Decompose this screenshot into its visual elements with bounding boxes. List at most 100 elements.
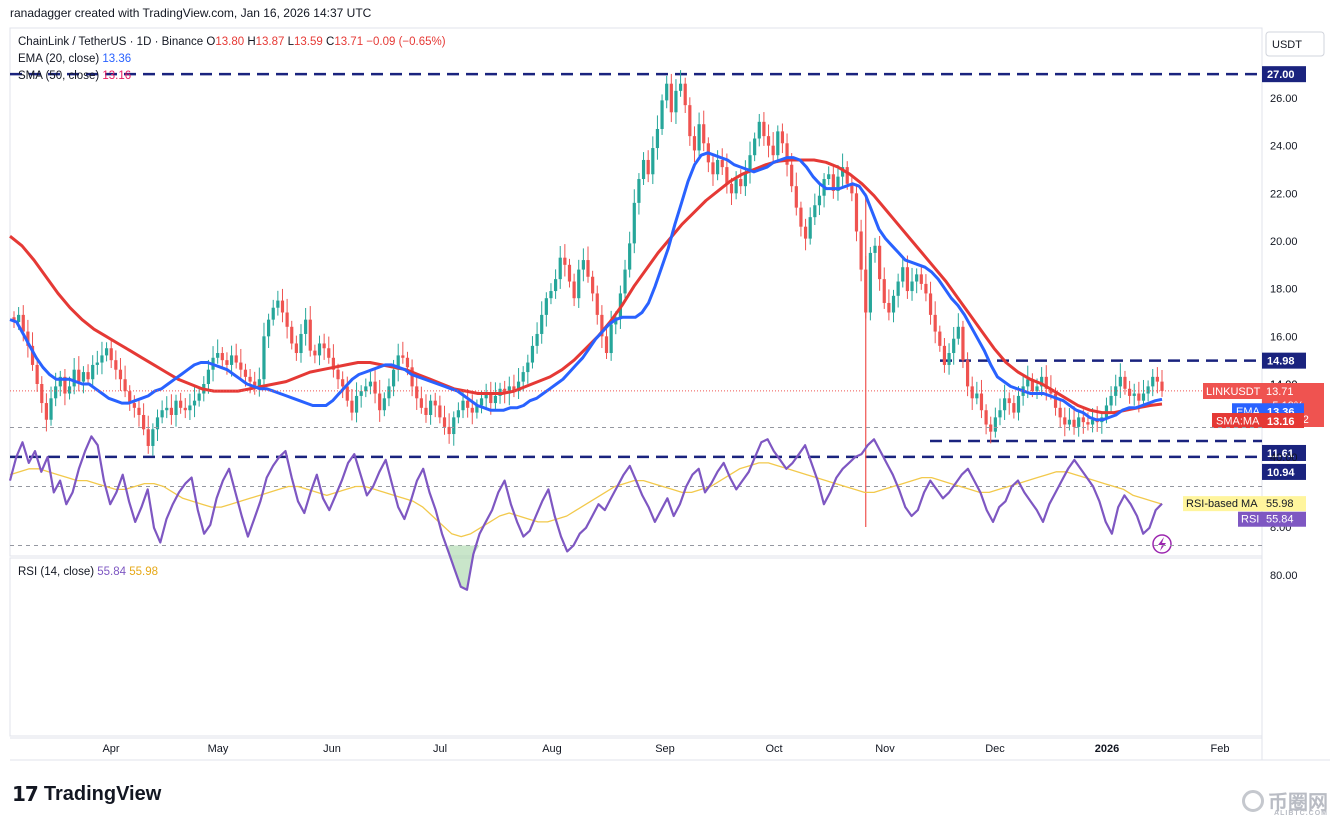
- candle-body: [924, 283, 928, 294]
- candle-body: [729, 183, 734, 194]
- symbol-label[interactable]: ChainLink / TetherUS · 1D · Binance: [18, 36, 204, 48]
- candle-body: [40, 384, 44, 404]
- candle-body: [26, 331, 30, 346]
- candle-body: [780, 131, 785, 144]
- candle-body: [790, 164, 794, 187]
- candle-body: [364, 386, 368, 392]
- candle-body: [1132, 393, 1136, 396]
- rsi-pane: [9, 557, 1263, 737]
- candle-body: [95, 362, 99, 365]
- candle-body: [641, 159, 646, 180]
- candle-body: [155, 417, 160, 430]
- tradingview-logo[interactable]: 17 TradingView: [12, 782, 161, 806]
- level-1094-tag-text: 10.94: [1267, 467, 1295, 479]
- candle-body: [1044, 376, 1048, 389]
- candle-body: [1086, 422, 1090, 425]
- candle-body: [368, 381, 373, 387]
- candle-body: [646, 159, 650, 175]
- candle-body: [979, 393, 984, 411]
- rsi-name: RSI: [1241, 514, 1259, 526]
- rsi-ma-name-box: [1183, 496, 1262, 512]
- candle-body: [947, 353, 951, 365]
- candle-body: [280, 300, 285, 313]
- candle-body: [382, 398, 386, 411]
- ema-legend-label[interactable]: EMA (20, close): [18, 53, 100, 65]
- candle-body: [239, 362, 243, 370]
- candle-body: [503, 388, 507, 394]
- candle-body: [114, 360, 118, 370]
- candle-body: [1123, 376, 1127, 389]
- watermark-text: 币圈网: [1268, 792, 1328, 814]
- ohlc-open: 13.80: [215, 36, 245, 48]
- rsi-line: [8, 435, 1163, 591]
- candle-body: [868, 252, 872, 313]
- price-tick-label: 22.00: [1270, 188, 1298, 200]
- flash-icon-bolt: [1158, 537, 1166, 551]
- candle-body: [873, 245, 877, 253]
- level-1498-tag-text: 14.98: [1267, 356, 1295, 368]
- candle-body: [206, 369, 211, 384]
- candle-body: [1003, 398, 1007, 411]
- candle-body: [21, 314, 25, 332]
- candle-body: [424, 407, 428, 415]
- candle-body: [799, 207, 803, 227]
- candle-body: [535, 333, 539, 346]
- candle-body: [1072, 419, 1076, 427]
- rsi-legend-label[interactable]: RSI (14, close): [18, 566, 95, 578]
- candle-body: [128, 391, 132, 404]
- candle-body: [470, 407, 474, 413]
- candle-body: [1090, 419, 1095, 425]
- candle-body: [808, 217, 812, 239]
- candle-body: [197, 393, 201, 401]
- candle-body: [401, 355, 405, 358]
- candle-body: [160, 410, 164, 418]
- candle-body: [771, 145, 775, 156]
- candle-body: [905, 267, 910, 292]
- candle-body: [604, 336, 609, 354]
- candle-body: [266, 319, 271, 337]
- sma-tag-box: [1262, 413, 1304, 429]
- candle-body: [63, 376, 67, 394]
- ohlc-close-label: C: [326, 36, 335, 48]
- candle-body: [299, 333, 303, 354]
- candle-body: [739, 179, 743, 187]
- rsi-ma-name: RSI-based MA: [1186, 498, 1258, 510]
- candle-body: [919, 274, 923, 284]
- price-tick-label: 16.00: [1270, 331, 1298, 343]
- candle-body: [577, 269, 581, 299]
- candle-body: [308, 319, 312, 351]
- price-tick-label: 24.00: [1270, 141, 1298, 153]
- candle-body: [142, 414, 146, 430]
- candle-body: [563, 257, 567, 265]
- candle-body: [350, 400, 354, 413]
- candle-body: [378, 393, 382, 411]
- candle-body: [674, 90, 678, 113]
- sma-legend-label[interactable]: SMA (50, close): [18, 70, 100, 82]
- time-tick-label: Oct: [765, 743, 782, 755]
- candle-body: [100, 355, 104, 363]
- ohlc-close: 13.71: [334, 36, 364, 48]
- sma-tag-name-box: [1212, 413, 1262, 429]
- level-27-tag-text: 27.00: [1267, 69, 1295, 81]
- time-tick-label: Sep: [655, 743, 675, 755]
- currency-button: [1265, 31, 1325, 57]
- candle-body: [151, 429, 155, 446]
- candle-body: [327, 348, 331, 358]
- candle-body: [1063, 417, 1067, 425]
- candle-body: [743, 171, 747, 187]
- candle-body: [44, 403, 49, 420]
- candle-body: [475, 405, 479, 413]
- candle-body: [188, 405, 192, 411]
- candle-body: [1007, 398, 1011, 404]
- candle-body: [530, 345, 535, 363]
- watermark-logo-icon: [1242, 789, 1264, 812]
- candle-body: [146, 429, 150, 446]
- candle-body: [794, 186, 798, 208]
- candle-body: [49, 398, 53, 420]
- candle-body: [887, 302, 891, 313]
- candle-body: [410, 367, 414, 387]
- candle-body: [836, 176, 840, 191]
- candle-body: [192, 400, 197, 406]
- candle-body: [183, 407, 187, 411]
